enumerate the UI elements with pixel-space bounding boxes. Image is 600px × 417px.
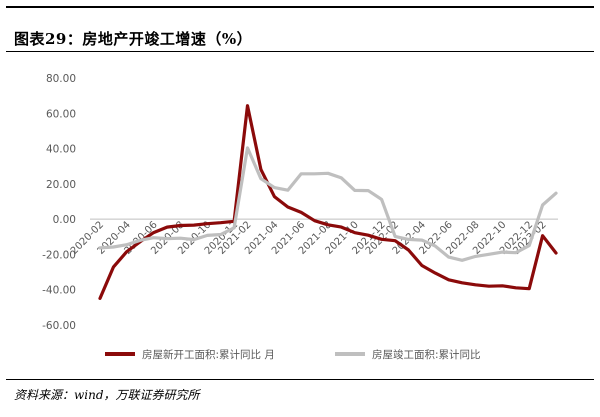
legend: 房屋新开工面积:累计同比 月 房屋竣工面积:累计同比 <box>105 348 481 361</box>
y-tick-label: 20.00 <box>46 179 76 191</box>
legend-label: 房屋新开工面积:累计同比 月 <box>142 348 275 361</box>
source-note: 资料来源：wind，万联证券研究所 <box>14 388 200 402</box>
series-lines <box>98 104 558 300</box>
y-tick-label: 0.00 <box>53 214 76 226</box>
figure-title: 图表29：房地产开竣工增速（%） <box>14 30 253 48</box>
y-tick-label: 80.00 <box>46 73 76 85</box>
y-tick-label: -60.00 <box>42 320 76 332</box>
series-line-completions <box>98 146 558 262</box>
x-axis-ticks: 2020-022020-042020-062020-082020-102020-… <box>69 219 549 256</box>
legend-label: 房屋竣工面积:累计同比 <box>372 348 481 361</box>
series-line-new-starts <box>98 104 558 300</box>
y-axis-ticks: 80.00 60.00 40.00 20.00 0.00 -20.00 -40.00 -60.… <box>42 73 76 332</box>
y-tick-label: -20.00 <box>42 249 76 261</box>
figure-header <box>6 6 594 52</box>
footer-rule <box>6 379 594 380</box>
y-tick-label: 60.00 <box>46 108 76 120</box>
y-tick-label: 40.00 <box>46 144 76 156</box>
y-tick-label: -40.00 <box>42 285 76 297</box>
